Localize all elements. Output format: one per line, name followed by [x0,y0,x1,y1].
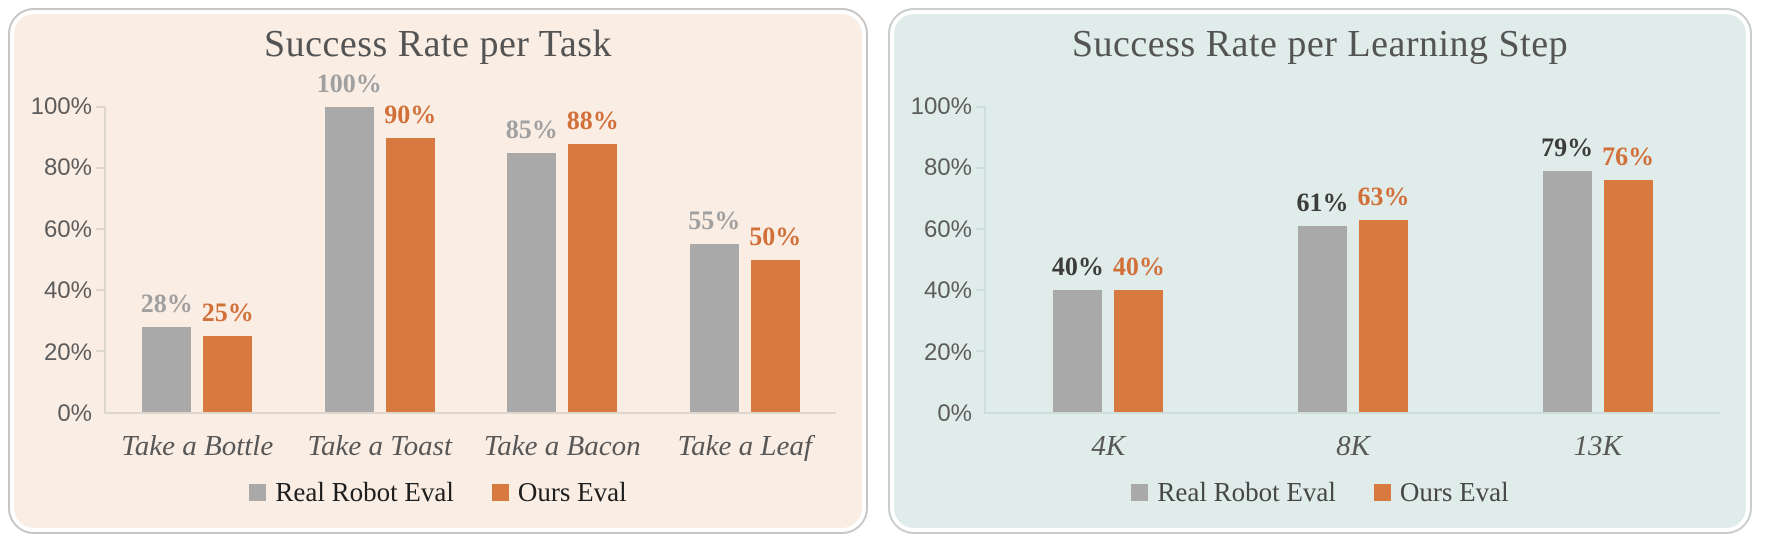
bar-ours-eval-13k: 76% [1602,142,1654,412]
legend-label: Real Robot Eval [1157,477,1336,507]
y-axis-tick-labels: 0% 20% 40% 60% 80% 100% [910,93,984,427]
bar-value-label: 50% [749,221,802,251]
bar-value-label: 55% [688,206,741,236]
bar-ours-eval-take-a-leaf: 50% [749,222,801,412]
legend: Real Robot Eval Ours Eval [890,477,1750,508]
bar-groups: 40% 40% 61% 63% 79% 76% [986,107,1720,412]
bar-group-take-a-bottle: 28% 25% [106,107,289,412]
bar-group-8k: 61% 63% [1231,107,1476,412]
bar-group-take-a-toast: 100% 90% [289,69,472,412]
bar-group-take-a-leaf: 55% 50% [654,107,837,412]
chart-title-learning-step: Success Rate per Learning Step [1071,23,1569,65]
bar-ours-eval-take-a-bottle: 25% [202,298,254,412]
category-label-take-a-bacon: Take a Bacon [483,430,641,462]
bar-groups: 28% 25% 100% 90% 85% 88% 55% 50% [106,69,837,412]
y-tick-label: 100% [30,93,92,120]
category-label-take-a-leaf: Take a Leaf [677,430,812,462]
bar-value-label: 100% [316,69,382,98]
y-tick-label: 40% [923,277,972,305]
bar-real-robot-eval-13k: 79% [1541,133,1593,412]
y-tick-label: 60% [43,215,92,243]
legend-swatch-gray-icon [249,484,267,501]
legend-swatch-orange-icon [491,484,509,501]
y-axis-tick-mark [976,289,986,291]
bar-real-robot-eval-8k: 61% [1297,188,1349,412]
bar-group-4k: 40% 40% [986,107,1231,412]
y-tick-label: 0% [937,400,972,427]
legend-item-ours-eval: Ours Eval [491,477,627,508]
legend-item-real-robot-eval: Real Robot Eval [1131,477,1336,508]
y-tick-label: 0% [57,400,92,427]
bar-ours-eval-8k: 63% [1358,182,1410,412]
y-axis-tick-labels: 0% 20% 40% 60% 80% 100% [30,93,104,427]
bar-value-label: 88% [566,105,619,135]
chart-area-task: 0% 20% 40% 60% 80% 100% 28% 25% 100% 90% 85% 88% 55… [30,69,837,427]
bar-value-label: 40% [1112,252,1165,281]
legend-swatch-orange-icon [1373,484,1391,501]
y-axis-tick-mark [976,106,986,108]
y-axis-tick-mark [96,167,106,169]
bar-value-label: 61% [1296,187,1349,217]
y-tick-label: 100% [910,93,972,120]
x-axis-category-labels: Take a Bottle Take a Toast Take a Bacon Tak… [106,430,836,463]
legend-label: Ours Eval [1399,477,1509,507]
legend-label: Ours Eval [517,477,627,507]
y-tick-label: 40% [43,277,92,305]
bar-real-robot-eval-take-a-bottle: 28% [141,289,193,412]
chart-area-learning-step: 0% 20% 40% 60% 80% 100% 40% 40% 61% 63% 79% 76% [910,93,1720,427]
y-axis-tick-mark [96,228,106,230]
category-label-8k: 8K [1336,430,1370,462]
legend-item-real-robot-eval: Real Robot Eval [249,477,454,508]
y-tick-label: 80% [923,154,972,182]
bar-real-robot-eval-4k: 40% [1052,252,1104,412]
chart-title-task: Success Rate per Task [264,23,612,65]
bar-ours-eval-take-a-bacon: 88% [567,106,619,412]
bar-ours-eval-4k: 40% [1113,252,1165,412]
bar-real-robot-eval-take-a-bacon: 85% [506,115,558,412]
category-label-take-a-bottle: Take a Bottle [121,430,274,462]
bar-value-label: 28% [140,288,193,318]
plot-area: 28% 25% 100% 90% 85% 88% 55% 50% [96,69,837,414]
x-axis-category-labels: 4K 8K 13K [986,430,1720,463]
category-label-take-a-toast: Take a Toast [307,430,453,462]
bar-value-label: 85% [505,114,558,144]
bar-value-label: 40% [1051,252,1104,281]
y-axis-tick-mark [976,350,986,352]
legend-swatch-gray-icon [1131,484,1149,501]
bar-value-label: 76% [1602,142,1655,172]
y-axis-tick-mark [976,228,986,230]
y-axis-tick-mark [96,106,106,108]
legend-label: Real Robot Eval [275,477,454,507]
category-label-13k: 13K [1573,430,1622,462]
bar-ours-eval-take-a-toast: 90% [384,100,436,412]
y-tick-label: 60% [923,215,972,243]
y-axis-tick-mark [96,350,106,352]
bar-value-label: 90% [384,99,437,129]
task-chart-panel: Success Rate per Task 0% 20% 40% 60% 80% 100%… [8,8,868,534]
bar-real-robot-eval-take-a-leaf: 55% [688,206,740,412]
bar-group-13k: 79% 76% [1475,107,1720,412]
plot-area: 40% 40% 61% 63% 79% 76% [976,106,1720,414]
legend-item-ours-eval: Ours Eval [1373,477,1509,508]
bar-value-label: 63% [1357,181,1410,211]
y-axis-tick-mark [976,167,986,169]
bar-real-robot-eval-take-a-toast: 100% [317,69,382,412]
y-tick-label: 20% [923,338,972,366]
bar-value-label: 25% [201,297,254,327]
y-tick-label: 80% [43,154,92,182]
bar-value-label: 79% [1541,133,1594,163]
bar-group-take-a-bacon: 85% 88% [471,106,654,412]
y-tick-label: 20% [43,338,92,366]
learning-step-chart-panel: Success Rate per Learning Step 0% 20% 40% 6… [888,8,1752,534]
legend: Real Robot Eval Ours Eval [10,477,866,508]
category-label-4k: 4K [1091,430,1126,462]
y-axis-tick-mark [96,289,106,291]
